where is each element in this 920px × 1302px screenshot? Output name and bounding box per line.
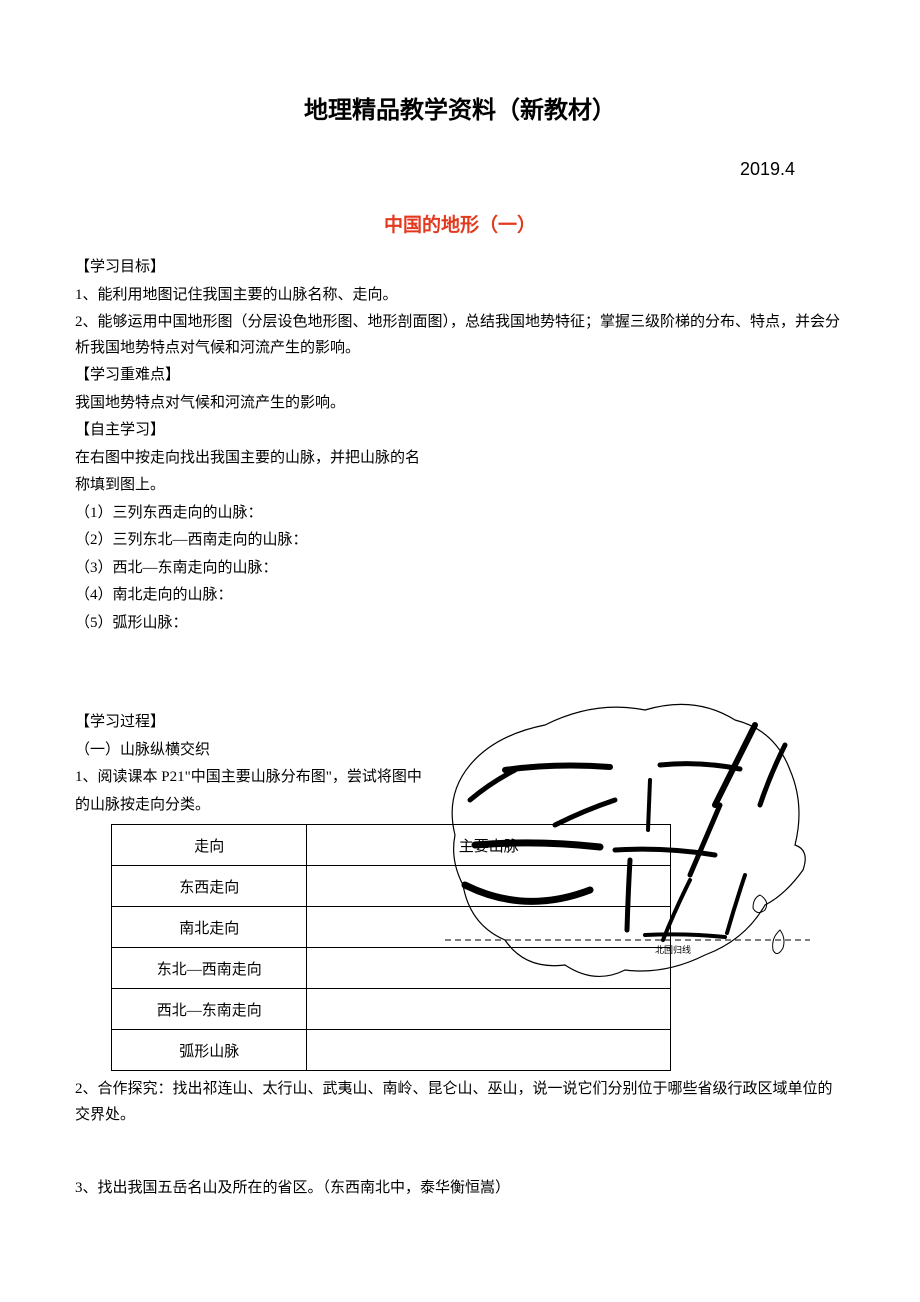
cell-mountains (307, 1030, 671, 1071)
range-qilian (555, 800, 615, 825)
range-hengduan (627, 860, 630, 930)
self-study-left: 在右图中按走向找出我国主要的山脉，并把山脉的名 称填到图上。 （1）三列东西走向… (75, 446, 495, 637)
question-3: 3、找出我国五岳名山及所在的省区。（东西南北中，泰华衡恒嵩） (75, 1176, 845, 1202)
objective-2: 2、能够运用中国地形图（分层设色地形图、地形剖面图），总结我国地势特征；掌握三级… (75, 310, 845, 361)
cell-direction: 西北—东南走向 (112, 989, 307, 1030)
question-2: 2、合作探究：找出祁连山、太行山、武夷山、南岭、昆仑山、巫山，说一说它们分别位于… (75, 1077, 845, 1128)
th-direction: 走向 (112, 825, 307, 866)
self-item-2: （2）三列东北—西南走向的山脉： (75, 528, 495, 554)
range-helan (648, 780, 650, 830)
objectives-heading: 【学习目标】 (75, 255, 845, 281)
range-nanling (645, 934, 725, 937)
range-wushan (663, 880, 690, 940)
self-item-3: （3）西北—东南走向的山脉： (75, 556, 495, 582)
self-intro-line1: 在右图中按走向找出我国主要的山脉，并把山脉的名 (75, 446, 495, 472)
range-altai (470, 770, 515, 800)
range-tianshan (505, 766, 610, 770)
hainan-outline (753, 895, 767, 913)
cell-direction: 东西走向 (112, 866, 307, 907)
self-item-4: （4）南北走向的山脉： (75, 583, 495, 609)
china-map-svg: 北回归线 (415, 675, 815, 1010)
range-himalaya (465, 885, 590, 901)
range-taihang (690, 805, 720, 875)
page: 地理精品教学资料（新教材） 2019.4 中国的地形（一） (0, 0, 920, 1264)
range-wuyi (727, 875, 745, 933)
objective-1: 1、能利用地图记住我国主要的山脉名称、走向。 (75, 283, 845, 309)
doc-date: 2019.4 (75, 159, 845, 180)
content-with-map: 北回归线 【学习目标】 1、能利用地图记住我国主要的山脉名称、走向。 2、能够运… (75, 255, 845, 818)
self-intro-line2: 称填到图上。 (75, 473, 495, 499)
cell-direction: 弧形山脉 (112, 1030, 307, 1071)
spacer (75, 1130, 845, 1174)
doc-title: 地理精品教学资料（新教材） (75, 90, 845, 125)
range-kunlun (475, 843, 600, 847)
taiwan-outline (773, 930, 784, 954)
self-study-heading: 【自主学习】 (75, 418, 845, 444)
self-item-1: （1）三列东西走向的山脉： (75, 501, 495, 527)
table-row: 弧形山脉 (112, 1030, 671, 1071)
cell-direction: 东北—西南走向 (112, 948, 307, 989)
china-mountain-map: 北回归线 (415, 675, 815, 1010)
cell-direction: 南北走向 (112, 907, 307, 948)
range-yinshan (660, 764, 740, 769)
tropic-label: 北回归线 (655, 944, 691, 955)
difficulty-body: 我国地势特点对气候和河流产生的影响。 (75, 391, 845, 417)
lesson-title: 中国的地形（一） (75, 210, 845, 237)
difficulty-heading: 【学习重难点】 (75, 363, 845, 389)
range-changbai (760, 745, 785, 805)
self-item-5: （5）弧形山脉： (75, 611, 495, 637)
